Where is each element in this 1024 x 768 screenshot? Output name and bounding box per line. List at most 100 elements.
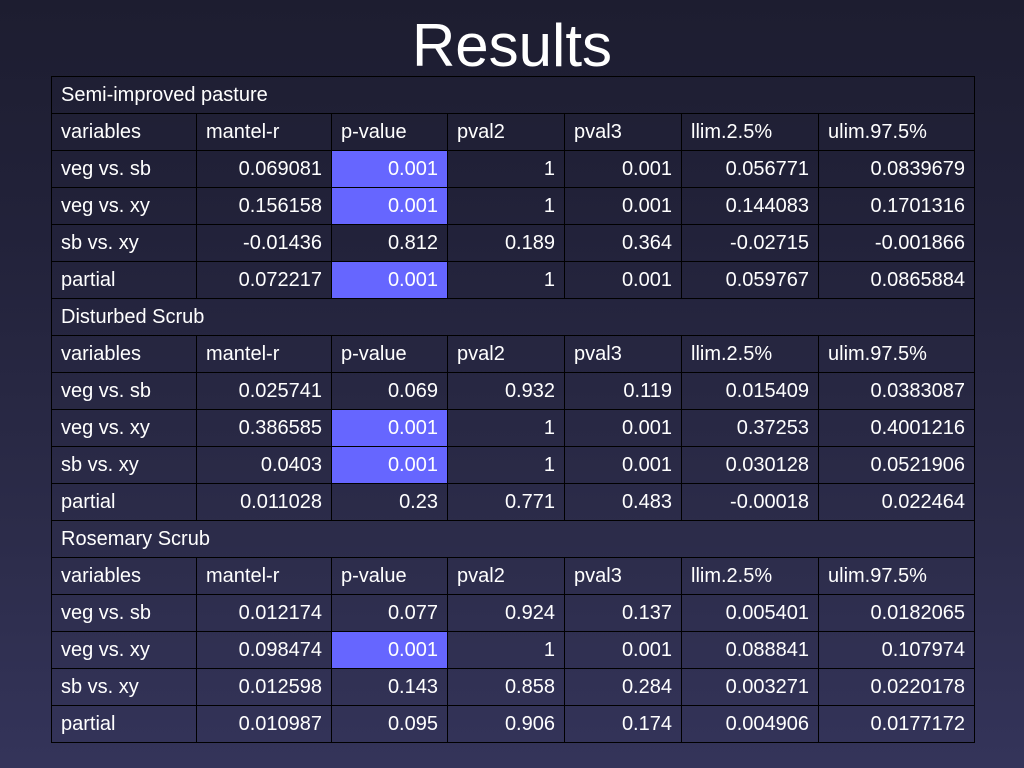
cell-pval3: 0.001 [564, 631, 682, 669]
section-row: Disturbed Scrub [51, 298, 975, 336]
cell-p-value: 0.143 [331, 668, 448, 706]
row-label: veg vs. sb [51, 372, 197, 410]
row-label: veg vs. xy [51, 409, 197, 447]
cell-mantel-r: 0.098474 [196, 631, 332, 669]
cell-ulim: 0.0383087 [818, 372, 975, 410]
table-row: sb vs. xy -0.01436 0.812 0.189 0.364 -0.02715… [51, 224, 975, 262]
column-header-mantel-r: mantel-r [196, 335, 332, 373]
row-label: sb vs. xy [51, 446, 197, 484]
cell-pval2: 0.858 [447, 668, 565, 706]
cell-ulim: 0.0521906 [818, 446, 975, 484]
row-label: partial [51, 705, 197, 743]
column-header-llim: llim.2.5% [681, 113, 819, 151]
cell-llim: 0.37253 [681, 409, 819, 447]
cell-pval2: 1 [447, 187, 565, 225]
cell-llim: -0.00018 [681, 483, 819, 521]
cell-p-value: 0.095 [331, 705, 448, 743]
cell-mantel-r: 0.156158 [196, 187, 332, 225]
row-label: sb vs. xy [51, 224, 197, 262]
column-header-ulim: ulim.97.5% [818, 113, 975, 151]
cell-pval2: 1 [447, 261, 565, 299]
cell-pval3: 0.284 [564, 668, 682, 706]
header-row: variables mantel-r p-value pval2 pval3 llim.2… [51, 557, 975, 595]
section-title: Rosemary Scrub [51, 520, 975, 558]
table-row: partial 0.010987 0.095 0.906 0.174 0.004906 0.… [51, 705, 975, 743]
cell-ulim: 0.107974 [818, 631, 975, 669]
cell-ulim: 0.0220178 [818, 668, 975, 706]
cell-pval3: 0.483 [564, 483, 682, 521]
table-row: sb vs. xy 0.012598 0.143 0.858 0.284 0.003271… [51, 668, 975, 706]
column-header-ulim: ulim.97.5% [818, 335, 975, 373]
table-row: veg vs. sb 0.012174 0.077 0.924 0.137 0.00540… [51, 594, 975, 632]
cell-mantel-r: 0.072217 [196, 261, 332, 299]
cell-pval3: 0.001 [564, 409, 682, 447]
column-header-variables: variables [51, 557, 197, 595]
table-row: veg vs. xy 0.156158 0.001 1 0.001 0.144083 0.1… [51, 187, 975, 225]
cell-llim: 0.003271 [681, 668, 819, 706]
section-row: Rosemary Scrub [51, 520, 975, 558]
header-row: variables mantel-r p-value pval2 pval3 llim.2… [51, 335, 975, 373]
cell-pval3: 0.137 [564, 594, 682, 632]
cell-p-value: 0.001 [331, 409, 448, 447]
column-header-mantel-r: mantel-r [196, 557, 332, 595]
column-header-p-value: p-value [331, 113, 448, 151]
row-label: veg vs. sb [51, 594, 197, 632]
cell-mantel-r: 0.012174 [196, 594, 332, 632]
cell-llim: 0.056771 [681, 150, 819, 188]
cell-llim: -0.02715 [681, 224, 819, 262]
column-header-pval3: pval3 [564, 113, 682, 151]
row-label: sb vs. xy [51, 668, 197, 706]
cell-llim: 0.059767 [681, 261, 819, 299]
slide-title: Results [411, 12, 613, 79]
column-header-pval3: pval3 [564, 335, 682, 373]
table-row: partial 0.011028 0.23 0.771 0.483 -0.00018 0.0… [51, 483, 975, 521]
cell-p-value: 0.069 [331, 372, 448, 410]
cell-mantel-r: 0.011028 [196, 483, 332, 521]
cell-pval2: 0.906 [447, 705, 565, 743]
column-header-pval2: pval2 [447, 557, 565, 595]
section-row: Semi-improved pasture [51, 76, 975, 114]
table-row: veg vs. xy 0.098474 0.001 1 0.001 0.088841 0.1… [51, 631, 975, 669]
row-label: veg vs. sb [51, 150, 197, 188]
cell-ulim: 0.0177172 [818, 705, 975, 743]
column-header-pval2: pval2 [447, 113, 565, 151]
cell-pval3: 0.174 [564, 705, 682, 743]
cell-pval2: 1 [447, 150, 565, 188]
cell-pval2: 1 [447, 409, 565, 447]
table-row: veg vs. sb 0.069081 0.001 1 0.001 0.056771 0.0… [51, 150, 975, 188]
row-label: partial [51, 261, 197, 299]
section-title: Semi-improved pasture [51, 76, 975, 114]
cell-pval2: 0.771 [447, 483, 565, 521]
cell-p-value: 0.001 [331, 446, 448, 484]
cell-mantel-r: 0.012598 [196, 668, 332, 706]
cell-p-value: 0.077 [331, 594, 448, 632]
cell-pval3: 0.119 [564, 372, 682, 410]
table-row: veg vs. sb 0.025741 0.069 0.932 0.119 0.01540… [51, 372, 975, 410]
cell-mantel-r: 0.0403 [196, 446, 332, 484]
cell-ulim: 0.0865884 [818, 261, 975, 299]
cell-llim: 0.004906 [681, 705, 819, 743]
cell-ulim: 0.4001216 [818, 409, 975, 447]
cell-pval3: 0.001 [564, 261, 682, 299]
column-header-llim: llim.2.5% [681, 557, 819, 595]
cell-mantel-r: 0.010987 [196, 705, 332, 743]
cell-pval2: 0.924 [447, 594, 565, 632]
table-row: sb vs. xy 0.0403 0.001 1 0.001 0.030128 0.0521… [51, 446, 975, 484]
column-header-pval3: pval3 [564, 557, 682, 595]
cell-mantel-r: 0.025741 [196, 372, 332, 410]
cell-mantel-r: 0.386585 [196, 409, 332, 447]
column-header-variables: variables [51, 113, 197, 151]
row-label: partial [51, 483, 197, 521]
cell-ulim: 0.0182065 [818, 594, 975, 632]
cell-ulim: 0.0839679 [818, 150, 975, 188]
results-table: Semi-improved pasture variables mantel-r p-… [51, 76, 975, 743]
cell-pval2: 1 [447, 446, 565, 484]
column-header-p-value: p-value [331, 557, 448, 595]
cell-p-value: 0.001 [331, 261, 448, 299]
cell-ulim: 0.022464 [818, 483, 975, 521]
row-label: veg vs. xy [51, 187, 197, 225]
cell-p-value: 0.001 [331, 187, 448, 225]
row-label: veg vs. xy [51, 631, 197, 669]
cell-llim: 0.088841 [681, 631, 819, 669]
column-header-mantel-r: mantel-r [196, 113, 332, 151]
